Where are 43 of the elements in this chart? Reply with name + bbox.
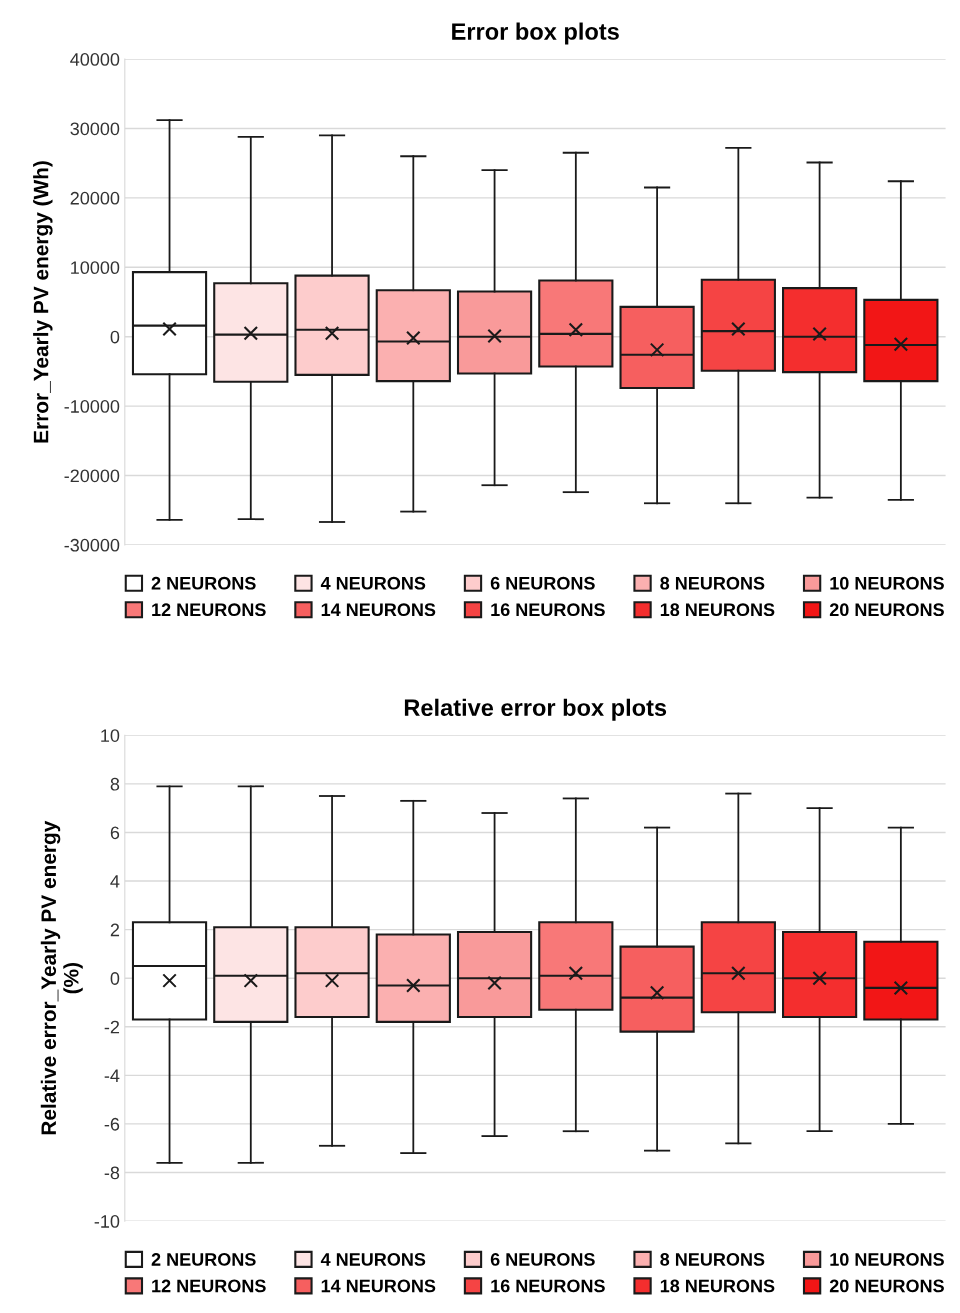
y-tick-label: 30000 (70, 122, 120, 136)
y-tick-label: 10000 (71, 261, 120, 275)
y-tick-label: 40000 (70, 53, 120, 66)
y-axis-title: Relative error_Yearly PV energy (%) (40, 820, 83, 1135)
legend-label: 4 NEURONS (320, 576, 426, 590)
y-tick-label: -6 (104, 1117, 120, 1131)
y-tick-label: -8 (104, 1166, 120, 1180)
legend-label: 20 NEURONS (829, 603, 944, 617)
y-tick-label: 6 (110, 826, 120, 840)
legend-label: 14 NEURONS (321, 1279, 436, 1293)
legend-label: 8 NEURONS (660, 1253, 765, 1266)
legend-label: 4 NEURONS (320, 1253, 426, 1266)
legend-label: 16 NEURONS (491, 1279, 605, 1293)
y-axis-title: Error_Yearly PV energy (Wh) (33, 161, 53, 443)
legend-label: 10 NEURONS (830, 1253, 944, 1266)
y-tick-label: 4 (110, 875, 120, 888)
y-tick-label: 8 (110, 777, 120, 791)
legend-label: 20 NEURONS (829, 1279, 944, 1293)
legend-label: 16 NEURONS (491, 603, 605, 617)
legend-label: 8 NEURONS (660, 576, 765, 590)
legend-label: 18 NEURONS (660, 1279, 775, 1293)
legend-label: 2 NEURONS (151, 576, 256, 590)
legend-label: 2 NEURONS (151, 1253, 256, 1266)
legend-label: 6 NEURONS (490, 576, 595, 590)
y-tick-label: 20000 (70, 191, 120, 205)
y-tick-label: -4 (104, 1069, 120, 1082)
legend-label: 12 NEURONS (152, 603, 266, 617)
legend-label: 10 NEURONS (830, 576, 944, 590)
chart-title: Error box plots (452, 22, 619, 45)
y-tick-label: 2 (110, 923, 120, 937)
y-tick-label: -10000 (64, 400, 120, 413)
y-tick-label: -20000 (64, 469, 120, 483)
legend-label: 12 NEURONS (152, 1279, 266, 1293)
chart-title: Relative error box plots (404, 698, 667, 721)
y-tick-label: -10 (94, 1215, 120, 1228)
y-tick-label: 0 (110, 972, 120, 985)
legend-label: 14 NEURONS (321, 603, 436, 617)
y-tick-label: -2 (104, 1020, 120, 1034)
legend-label: 18 NEURONS (660, 603, 775, 617)
y-tick-label: -30000 (64, 538, 120, 552)
y-tick-label: 0 (110, 330, 120, 344)
y-tick-label: 10 (101, 729, 120, 742)
legend-label: 6 NEURONS (490, 1253, 595, 1266)
